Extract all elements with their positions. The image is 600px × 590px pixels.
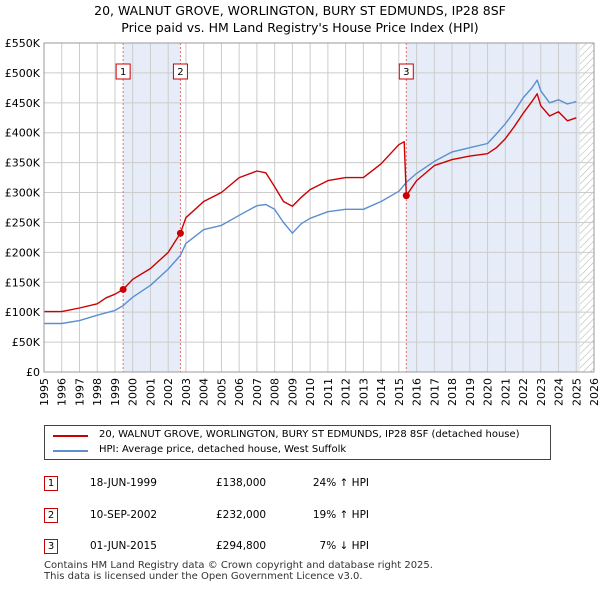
x-tick-label: 2008 [269,378,282,406]
sale-marker-box [115,63,131,80]
y-tick-label: £550K [5,37,41,50]
legend-label-hpi: HPI: Average price, detached house, West… [99,444,347,455]
x-tick-label: 2007 [251,378,264,406]
transaction-price: £138,000 [216,477,267,489]
sale-marker-box [398,63,414,80]
transaction-price: £232,000 [216,509,267,521]
x-tick-label: 2001 [144,378,157,406]
y-tick-label: £350K [5,157,41,170]
y-tick-label: £300K [5,187,41,200]
chart-title-line1: 20, WALNUT GROVE, WORLINGTON, BURY ST ED… [94,3,506,18]
transaction-date: 10-SEP-2002 [90,509,158,521]
plot-frame [43,42,595,373]
x-tick-label: 2021 [499,378,512,406]
forecast-hatch [579,43,594,372]
transaction-number: 3 [44,539,58,554]
y-tick-label: £150K [5,276,41,289]
x-tick-label: 2022 [517,378,530,406]
x-tick-label: 2017 [428,378,441,406]
x-tick-label: 2011 [322,378,335,406]
x-tick-label: 2018 [446,378,459,406]
sale-point [176,229,184,237]
x-tick-label: 2003 [180,378,193,406]
x-tick-label: 2005 [215,378,228,406]
transaction-hpi-diff: 7% ↓ HPI [319,540,369,552]
footer-copyright: Contains HM Land Registry data © Crown c… [44,560,433,571]
x-tick-label: 2010 [304,378,317,406]
y-tick-label: £100K [5,306,41,319]
price-paid-line [44,93,577,313]
x-tick-label: 2023 [535,378,548,406]
transaction-price: £294,800 [216,540,267,552]
x-tick-label: 1997 [73,378,86,406]
shaded-period [123,43,181,372]
x-tick-label: 1998 [91,378,104,406]
transaction-hpi-diff: 19% ↑ HPI [312,509,369,521]
x-tick-label: 2014 [375,378,388,406]
transaction-date: 18-JUN-1999 [90,477,157,489]
footer-license: This data is licensed under the Open Gov… [44,571,363,582]
sale-point [119,285,127,293]
x-tick-label: 2025 [570,378,583,406]
x-tick-label: 2000 [127,378,140,406]
shaded-period [406,43,580,372]
transaction-number: 2 [44,508,58,523]
x-tick-label: 2012 [340,378,353,406]
price-chart: 1 2 3 £0 £50K £100K £150K £200K £250K £300K £350K… [5,37,600,406]
sale-marker-box [172,63,188,80]
y-tick-label: £50K [12,336,41,349]
x-tick-label: 2026 [588,378,600,406]
x-tick-label: 2013 [357,378,370,406]
y-tick-label: £0 [26,366,40,379]
x-tick-label: 2019 [464,378,477,406]
y-tick-label: £400K [5,127,41,140]
sale-marker-label: 3 [403,67,409,78]
hpi-line [44,79,577,325]
y-tick-label: £200K [5,246,41,259]
y-tick-label: £250K [5,216,41,229]
legend: 20, WALNUT GROVE, WORLINGTON, BURY ST ED… [44,425,551,460]
chart-title-line2: Price paid vs. HM Land Registry's House … [121,20,479,35]
x-tick-label: 2002 [162,378,175,406]
x-tick-label: 2016 [411,378,424,406]
transaction-number: 1 [44,476,58,491]
y-tick-label: £450K [5,97,41,110]
sale-point [402,192,410,200]
x-tick-label: 1999 [109,378,122,406]
legend-swatch-price [53,435,88,437]
x-tick-label: 2024 [553,378,566,406]
x-tick-label: 2020 [482,378,495,406]
x-tick-label: 1996 [56,378,69,406]
legend-label-price: 20, WALNUT GROVE, WORLINGTON, BURY ST ED… [99,429,520,440]
transaction-date: 01-JUN-2015 [90,540,157,552]
legend-swatch-hpi [53,450,88,452]
sale-marker-label: 2 [177,67,183,78]
transaction-hpi-diff: 24% ↑ HPI [312,477,369,489]
sale-marker-label: 1 [120,67,126,78]
x-tick-label: 2015 [393,378,406,406]
x-tick-label: 1995 [38,378,51,406]
y-tick-label: £500K [5,67,41,80]
x-tick-label: 2004 [198,378,211,406]
x-tick-label: 2009 [286,378,299,406]
x-tick-label: 2006 [233,378,246,406]
